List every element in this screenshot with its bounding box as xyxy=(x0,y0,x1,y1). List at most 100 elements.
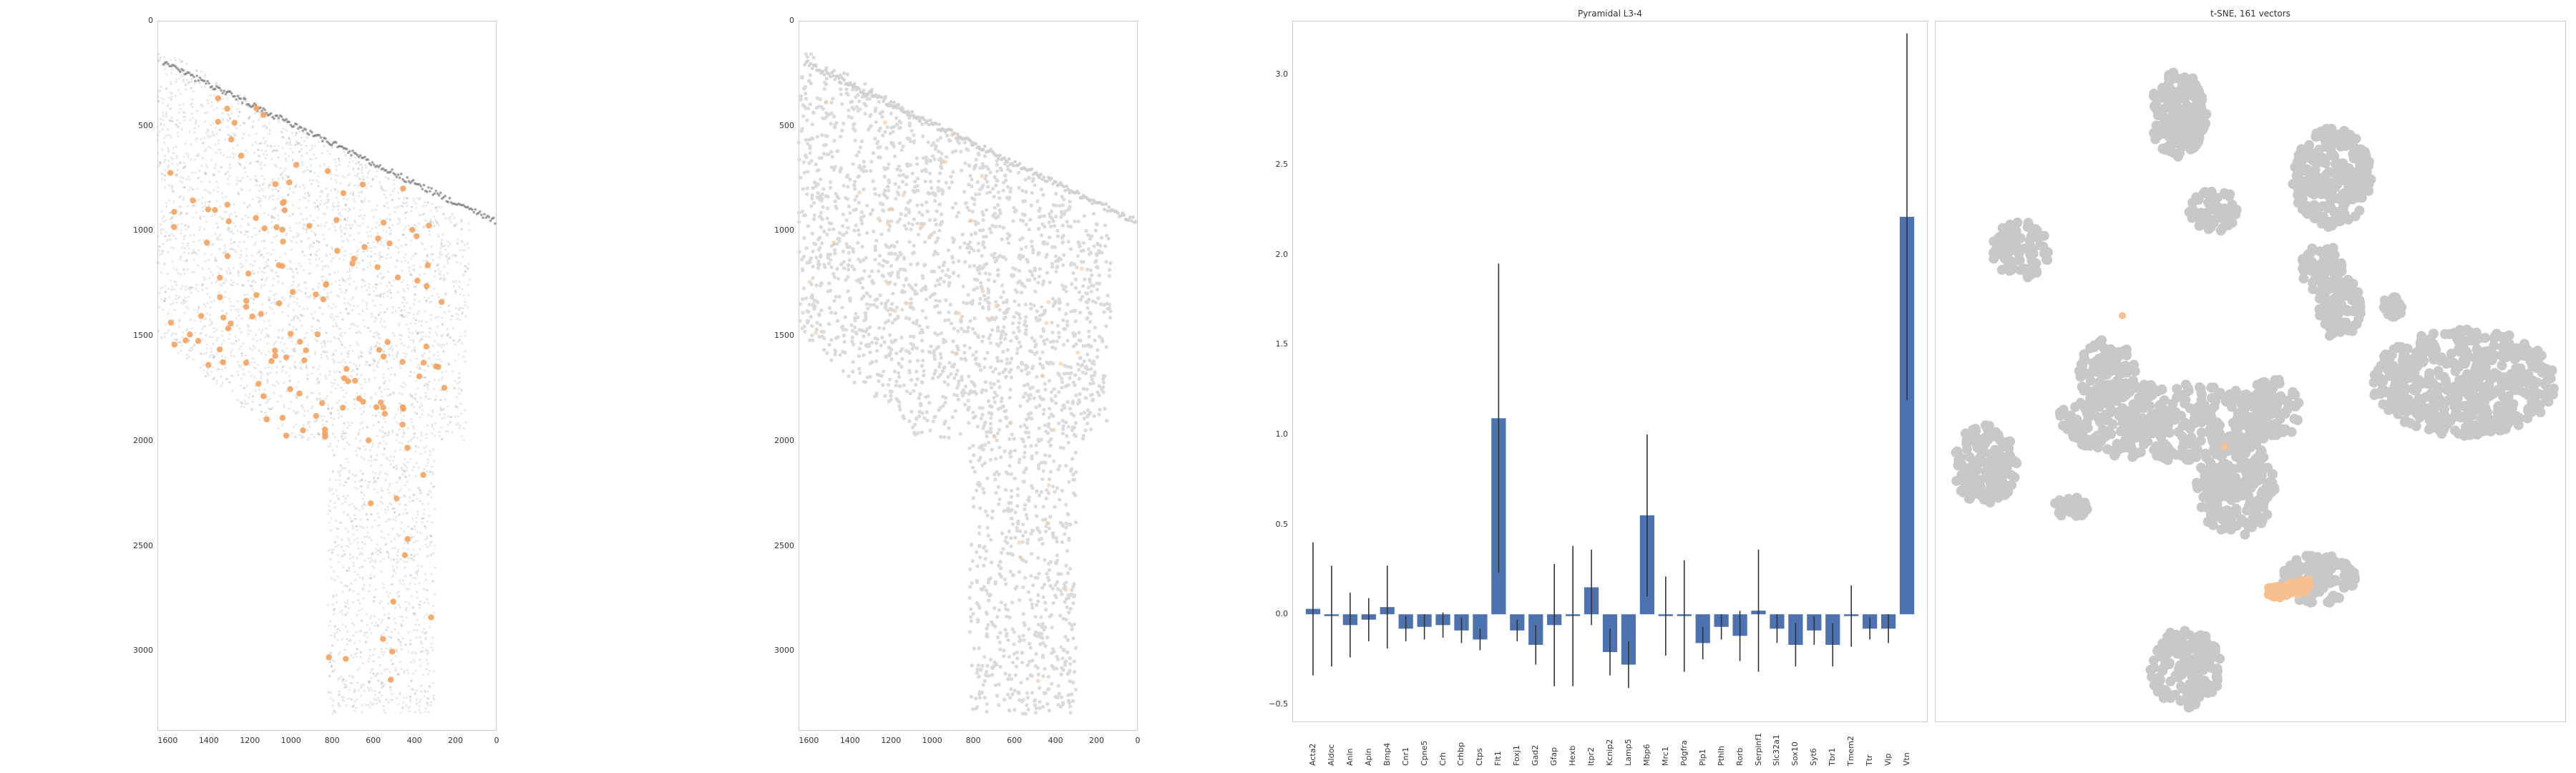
highlighted-cell-point xyxy=(377,399,384,406)
background-cell-point xyxy=(167,234,170,237)
background-cell-point xyxy=(200,104,203,107)
highlighted-cell-point xyxy=(334,248,341,254)
background-cell-point xyxy=(158,130,161,133)
background-cell-point xyxy=(331,354,334,356)
background-cell-point xyxy=(306,422,310,426)
background-cell-point xyxy=(264,266,267,268)
background-cell-point xyxy=(362,503,365,506)
background-cell-point xyxy=(263,152,265,155)
background-cell-point xyxy=(304,197,307,200)
background-cell-point xyxy=(288,336,291,339)
background-cell-point xyxy=(400,204,403,208)
background-cell-point xyxy=(446,272,449,275)
highlighted-cell-point xyxy=(365,437,372,444)
highlighted-cell-point xyxy=(319,399,326,407)
background-cell-point xyxy=(253,112,256,115)
background-cell-point xyxy=(318,306,321,309)
background-cell-point xyxy=(279,186,282,189)
background-cell-point xyxy=(436,315,439,318)
background-cell-point xyxy=(436,343,439,346)
background-cell-point xyxy=(225,311,228,315)
background-cell-point xyxy=(366,486,369,489)
background-cell-point xyxy=(356,368,359,371)
background-cell-point xyxy=(237,274,240,277)
background-cell-point xyxy=(443,266,446,268)
background-cell-point xyxy=(457,376,460,379)
background-cell-point xyxy=(356,250,358,253)
background-cell-point xyxy=(264,150,267,152)
background-cell-point xyxy=(388,635,391,638)
background-cell-point xyxy=(192,251,195,253)
edge-point xyxy=(448,197,452,200)
background-cell-point xyxy=(298,366,301,369)
background-cell-point xyxy=(325,332,328,335)
background-cell-point xyxy=(291,283,293,286)
background-cell-point xyxy=(172,190,175,193)
background-cell-point xyxy=(172,146,175,149)
background-cell-point xyxy=(336,316,340,319)
background-cell-point xyxy=(298,262,301,265)
background-cell-point xyxy=(381,685,385,688)
background-cell-point xyxy=(349,697,352,701)
background-cell-point xyxy=(316,399,318,402)
background-cell-point xyxy=(386,628,389,632)
background-cell-point xyxy=(204,205,207,208)
background-cell-point xyxy=(356,373,358,376)
background-cell-point xyxy=(194,122,197,125)
background-cell-point xyxy=(462,356,465,359)
background-cell-point xyxy=(295,241,298,244)
background-cell-point xyxy=(353,642,356,645)
background-cell-point xyxy=(211,273,214,276)
background-cell-point xyxy=(357,231,360,235)
background-cell-point xyxy=(341,555,343,558)
background-cell-point xyxy=(334,337,337,340)
background-cell-point xyxy=(359,214,363,217)
highlighted-cell-point xyxy=(423,344,429,350)
background-cell-point xyxy=(401,315,404,318)
background-cell-point xyxy=(157,329,160,332)
background-cell-point xyxy=(305,228,308,231)
background-cell-point xyxy=(347,639,350,643)
background-cell-point xyxy=(235,215,238,218)
background-cell-point xyxy=(326,444,330,447)
background-cell-point xyxy=(353,481,356,484)
background-cell-point xyxy=(386,387,389,391)
background-cell-point xyxy=(441,437,444,441)
background-cell-point xyxy=(162,228,165,231)
background-cell-point xyxy=(301,314,303,317)
background-cell-point xyxy=(352,590,355,593)
background-cell-point xyxy=(388,616,391,619)
background-cell-point xyxy=(406,311,409,314)
background-cell-point xyxy=(428,669,431,672)
background-cell-point xyxy=(406,197,409,200)
background-cell-point xyxy=(344,203,347,205)
background-cell-point xyxy=(160,85,162,88)
background-cell-point xyxy=(386,550,389,553)
background-cell-point xyxy=(411,499,414,502)
background-cell-point xyxy=(240,405,243,408)
background-cell-point xyxy=(242,121,245,124)
background-cell-point xyxy=(384,388,386,391)
background-cell-point xyxy=(157,60,160,63)
background-cell-point xyxy=(328,521,331,525)
background-cell-point xyxy=(170,186,173,189)
background-cell-point xyxy=(361,472,364,475)
background-cell-point xyxy=(260,188,263,190)
background-cell-point xyxy=(215,379,218,382)
highlighted-cell-point xyxy=(381,410,389,417)
background-cell-point xyxy=(157,53,160,56)
background-cell-point xyxy=(331,248,333,251)
background-cell-point xyxy=(298,142,301,145)
background-cell-point xyxy=(172,302,175,305)
background-cell-point xyxy=(221,282,224,285)
background-cell-point xyxy=(226,272,229,275)
background-cell-point xyxy=(331,551,333,554)
background-cell-point xyxy=(195,200,198,203)
background-cell-point xyxy=(343,226,346,229)
background-cell-point xyxy=(447,333,450,336)
background-cell-point xyxy=(441,376,444,379)
background-cell-point xyxy=(361,178,364,181)
background-cell-point xyxy=(413,349,416,351)
background-cell-point xyxy=(180,128,183,131)
background-cell-point xyxy=(356,648,358,651)
